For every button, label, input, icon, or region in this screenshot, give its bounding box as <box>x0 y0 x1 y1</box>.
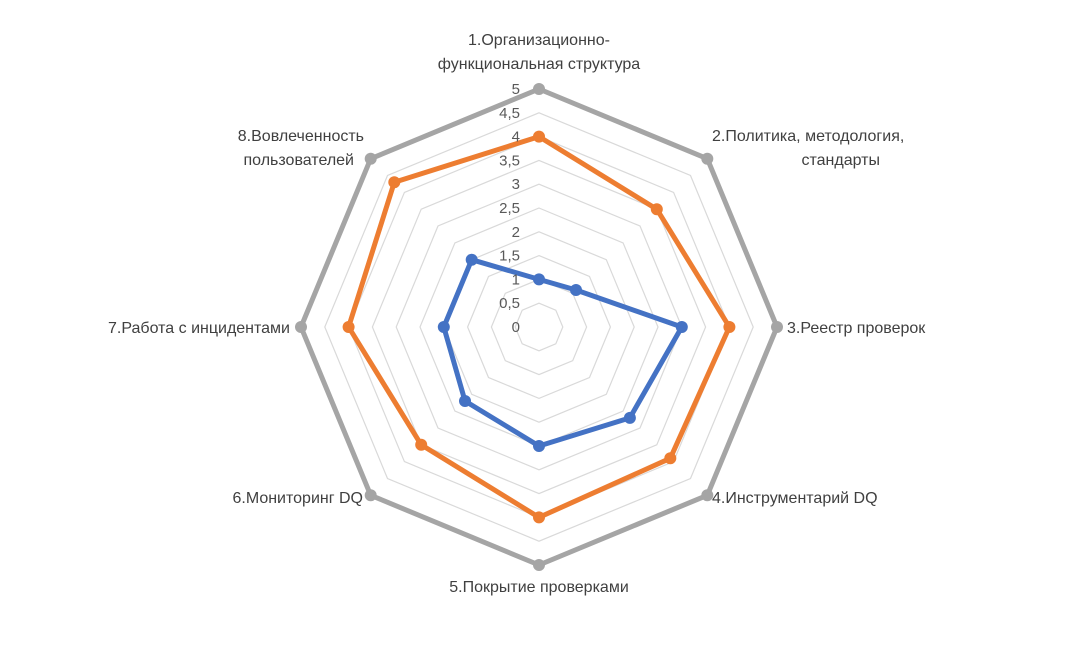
category-label: 1.Организационно-функциональная структур… <box>438 32 641 73</box>
tick-label: 0 <box>512 319 520 336</box>
series-1 <box>295 83 783 571</box>
data-point <box>342 321 355 333</box>
data-point <box>623 411 636 424</box>
grid-ring <box>466 254 612 400</box>
data-point <box>388 176 401 189</box>
tick-label: 2 <box>512 224 520 241</box>
data-point <box>364 489 377 502</box>
data-point <box>570 284 582 296</box>
data-point <box>664 452 677 465</box>
radar-series <box>295 83 783 571</box>
tick-label: 0,5 <box>499 295 520 312</box>
category-label: 2.Политика, методология, стандарты <box>712 128 904 169</box>
category-label: 7.Работа с инцидентами <box>108 320 290 337</box>
data-point <box>650 203 663 216</box>
tick-label: 5 <box>512 81 520 98</box>
tick-label: 1,5 <box>499 248 520 265</box>
tick-label: 1 <box>512 271 520 288</box>
category-labels: 1.Организационно-функциональная структур… <box>108 32 926 596</box>
tick-label: 2,5 <box>499 200 520 217</box>
series-line <box>441 257 685 449</box>
grid-ring <box>371 159 707 495</box>
data-point <box>295 321 307 333</box>
series-3 <box>437 253 688 452</box>
category-label: 5.Покрытие проверками <box>449 579 629 596</box>
data-point <box>533 130 545 143</box>
tick-label: 4,5 <box>499 105 520 122</box>
radial-tick-labels: 0 0,5 1 1,5 2 2,5 3 3,5 4 4,5 5 <box>499 81 520 336</box>
tick-label: 3 <box>512 176 520 193</box>
data-point <box>437 321 450 333</box>
grid-ring <box>419 207 659 447</box>
data-point <box>533 511 545 524</box>
data-point <box>533 83 545 95</box>
data-point <box>533 559 545 571</box>
tick-label: 4 <box>512 129 520 146</box>
grid-ring <box>514 302 564 352</box>
series-2 <box>342 130 736 524</box>
category-label: 6.Мониторинг DQ <box>232 490 363 507</box>
data-point <box>459 395 471 407</box>
data-point <box>415 438 428 451</box>
grid-ring <box>395 183 683 471</box>
data-point <box>701 152 714 165</box>
tick-label: 3,5 <box>499 152 520 169</box>
category-label: 3.Реестр проверок <box>787 320 926 337</box>
grid-ring <box>324 112 754 542</box>
grid-ring <box>490 278 588 376</box>
data-point <box>675 321 688 333</box>
data-point <box>364 152 377 165</box>
data-point <box>533 273 545 286</box>
data-point <box>465 253 478 266</box>
category-label: 8.Вовлеченность пользователей <box>238 128 364 169</box>
data-point <box>723 321 736 333</box>
category-label: 4.Инструментарий DQ <box>712 490 878 507</box>
data-point <box>533 440 545 452</box>
data-point <box>701 489 714 502</box>
data-point <box>771 321 783 333</box>
